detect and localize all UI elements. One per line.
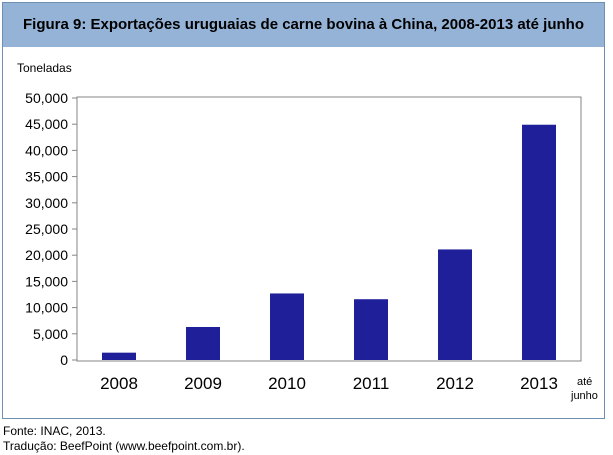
plot-area [76, 96, 582, 362]
y-tick-label: 50,000 [25, 90, 68, 106]
y-tick-label: 30,000 [25, 195, 68, 211]
x-tick-label: 2010 [268, 374, 306, 393]
bar-2008 [102, 352, 136, 360]
y-tick-label: 5,000 [33, 326, 68, 342]
x-tick-label: 2008 [100, 374, 138, 393]
bar-2011 [354, 299, 388, 360]
chart-title: Figura 9: Exportações uruguaias de carne… [22, 16, 584, 33]
y-tick-label: 0 [60, 352, 68, 368]
x-tick-label: 2009 [184, 374, 222, 393]
x-tick-label: 2011 [353, 374, 390, 393]
y-tick-label: 40,000 [25, 142, 68, 158]
y-tick-label: 45,000 [25, 116, 68, 132]
y-tick-label: 25,000 [25, 221, 68, 237]
bar-2013 [522, 124, 556, 360]
source-line: Fonte: INAC, 2013. [3, 424, 106, 438]
y-tick-label: 35,000 [25, 169, 68, 185]
bar-2009 [186, 326, 220, 360]
x-tick-label: 2013 [520, 374, 558, 393]
x-tick-label: 2012 [436, 374, 474, 393]
translation-line: Tradução: BeefPoint (www.beefpoint.com.b… [3, 439, 245, 453]
x-tick-note: até [577, 376, 592, 388]
bar-2010 [270, 293, 304, 360]
y-tick-label: 20,000 [25, 247, 68, 263]
y-tick-label: 15,000 [25, 273, 68, 289]
title-bar: Figura 9: Exportações uruguaias de carne… [3, 3, 604, 47]
y-tick-label: 10,000 [25, 300, 68, 316]
y-axis-label: Toneladas [17, 61, 72, 75]
bar-2012 [438, 249, 472, 360]
x-tick-note: junho [570, 390, 598, 402]
bar-chart: Toneladas 0 5,000 10,000 15,000 20,000 25,000… [17, 61, 598, 402]
